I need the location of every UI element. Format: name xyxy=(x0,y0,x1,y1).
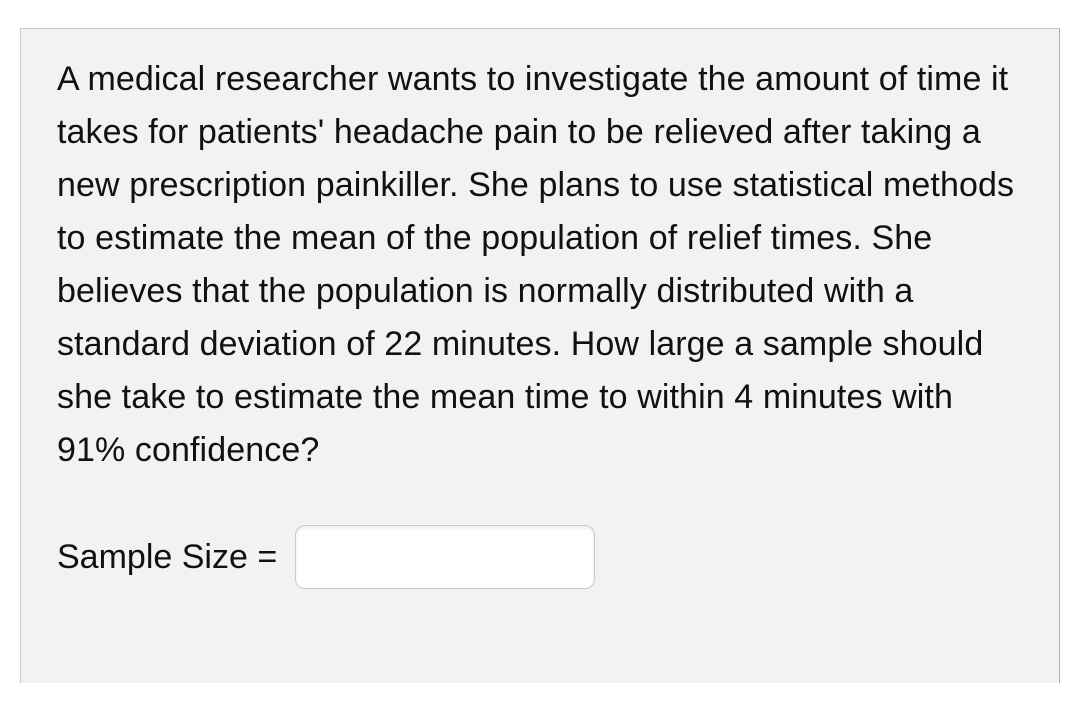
sample-size-input[interactable] xyxy=(295,525,595,589)
answer-label: Sample Size = xyxy=(57,538,277,577)
question-panel: A medical researcher wants to investigat… xyxy=(20,28,1060,683)
question-prompt: A medical researcher wants to investigat… xyxy=(57,53,1023,477)
page-container: A medical researcher wants to investigat… xyxy=(0,0,1080,703)
answer-row: Sample Size = xyxy=(57,525,1023,589)
